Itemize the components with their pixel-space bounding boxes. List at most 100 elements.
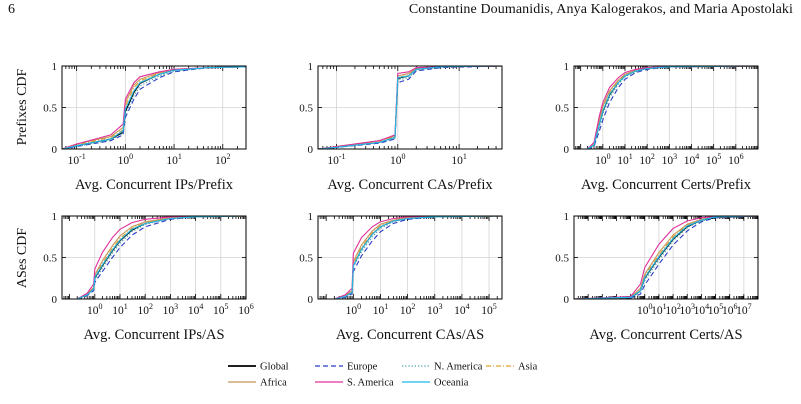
y-tick-label: 0.5 — [299, 253, 313, 265]
legend-entry: Oceania — [402, 378, 469, 389]
y-tick-label: 0 — [308, 144, 314, 156]
x-tick-label: 100 — [595, 152, 611, 167]
x-tick-label: 10-1 — [327, 152, 345, 167]
series-line — [61, 66, 247, 150]
series-line — [573, 215, 759, 300]
series-line — [76, 215, 247, 300]
x-axis-label: Avg. Concurrent Certs/AS — [589, 327, 742, 343]
x-tick-label: 100 — [118, 152, 133, 167]
x-tick-label: 101 — [617, 152, 633, 167]
x-tick-label: 105 — [706, 152, 722, 167]
x-tick-label: 100 — [87, 302, 103, 317]
series-line — [76, 215, 247, 300]
x-tick-label: 100 — [637, 302, 653, 317]
legend-entry: N. America — [402, 362, 483, 373]
series-line — [573, 215, 759, 300]
series-line — [587, 65, 759, 150]
x-tick-label: 105 — [708, 302, 724, 317]
x-tick-label: 102 — [215, 152, 231, 167]
x-tick-label: 103 — [427, 302, 443, 317]
y-tick-label: 0 — [564, 294, 570, 306]
x-tick-label: 101 — [373, 302, 389, 317]
legend: Global Europe N. America Asia Africa S. Ameri… — [228, 362, 538, 389]
x-tick-label: 105 — [213, 302, 229, 317]
y-tick-label: 0.5 — [43, 103, 57, 115]
y-tick-label: 0.5 — [43, 253, 57, 265]
legend-entry: Europe — [315, 362, 378, 373]
legend-entry: S. America — [315, 378, 394, 389]
cdf-panel: 0 0.5 1 100 101 102 103 104 105 106 Avg. Concurren… — [43, 211, 254, 343]
y-tick-label: 1 — [52, 61, 58, 73]
series-line — [61, 66, 247, 150]
x-tick-label: 103 — [662, 152, 678, 167]
x-tick-label: 104 — [188, 302, 204, 317]
x-tick-label: 10-1 — [68, 152, 86, 167]
y-tick-label: 0.5 — [555, 103, 569, 115]
series-line — [317, 65, 503, 150]
x-axis-label: Avg. Concurrent IPs/Prefix — [75, 177, 234, 193]
y-tick-label: 1 — [564, 61, 570, 73]
legend-label: Africa — [260, 378, 287, 389]
series-line — [76, 215, 247, 300]
plot-frame — [61, 65, 247, 150]
legend-label: Global — [260, 362, 289, 373]
legend-entry: Global — [228, 362, 289, 373]
x-tick-label: 100 — [390, 152, 406, 167]
y-tick-label: 0.5 — [299, 103, 313, 115]
y-tick-label: 1 — [308, 61, 314, 73]
series-line — [61, 66, 247, 150]
legend-entry: Africa — [228, 378, 287, 389]
y-tick-label: 1 — [308, 211, 314, 223]
y-tick-label: 1 — [564, 211, 570, 223]
x-tick-label: 102 — [665, 302, 681, 317]
cdf-panel: 0 0.5 1 100 101 102 103 104 105 106 Avg. Concurren… — [555, 61, 759, 193]
y-tick-label: 0 — [564, 144, 570, 156]
series-line — [586, 65, 759, 150]
series-line — [587, 65, 759, 150]
x-tick-label: 102 — [137, 302, 153, 317]
x-tick-label: 106 — [728, 152, 744, 167]
cdf-panel: 0 0.5 1 100 101 102 103 104 105 Avg. Concurrent C… — [299, 211, 503, 343]
series-line — [61, 66, 247, 150]
legend-label: N. America — [434, 362, 483, 373]
y-tick-label: 1 — [52, 211, 58, 223]
legend-label: S. America — [347, 378, 394, 389]
series-line — [61, 66, 247, 150]
x-axis-label: Avg. Concurrent Certs/Prefix — [581, 177, 752, 193]
series-line — [334, 215, 503, 300]
row-label: ASes CDF — [15, 228, 30, 289]
x-tick-label: 102 — [639, 152, 655, 167]
x-tick-label: 104 — [684, 152, 700, 167]
y-tick-label: 0 — [52, 294, 58, 306]
x-tick-label: 103 — [679, 302, 695, 317]
plot-frame — [317, 215, 503, 300]
cdf-panel: 0 0.5 1 10-1 100 101 Avg. Concurrent CAs/Prefi… — [299, 61, 503, 193]
series-line — [334, 215, 503, 300]
x-tick-label: 101 — [651, 302, 667, 317]
legend-entry: Asia — [486, 362, 538, 373]
legend-label: Europe — [347, 362, 378, 373]
x-tick-label: 101 — [451, 152, 467, 167]
cdf-panel: 0 0.5 1 10-1 100 101 102 Avg. Concurrent IPs/Pr… — [43, 61, 247, 193]
plot-frame — [317, 65, 503, 150]
x-tick-label: 102 — [400, 302, 416, 317]
x-tick-label: 101 — [166, 152, 182, 167]
series-line — [573, 215, 759, 300]
y-tick-label: 0.5 — [555, 253, 569, 265]
y-tick-label: 0 — [308, 294, 314, 306]
plot-frame — [573, 65, 759, 150]
x-tick-label: 106 — [722, 302, 738, 317]
row-label: Prefixes CDF — [15, 68, 30, 145]
series-line — [76, 215, 246, 300]
plot-frame — [61, 215, 247, 300]
x-axis-label: Avg. Concurrent CAs/Prefix — [327, 177, 493, 193]
x-tick-label: 105 — [481, 302, 497, 317]
series-line — [334, 215, 503, 300]
x-tick-label: 103 — [163, 302, 179, 317]
plot-frame — [573, 215, 759, 300]
running-head-authors: Constantine Doumanidis, Anya Kalogerakos… — [408, 2, 793, 17]
series-line — [317, 65, 503, 150]
page-number: 6 — [8, 2, 15, 17]
series-line — [61, 66, 247, 150]
